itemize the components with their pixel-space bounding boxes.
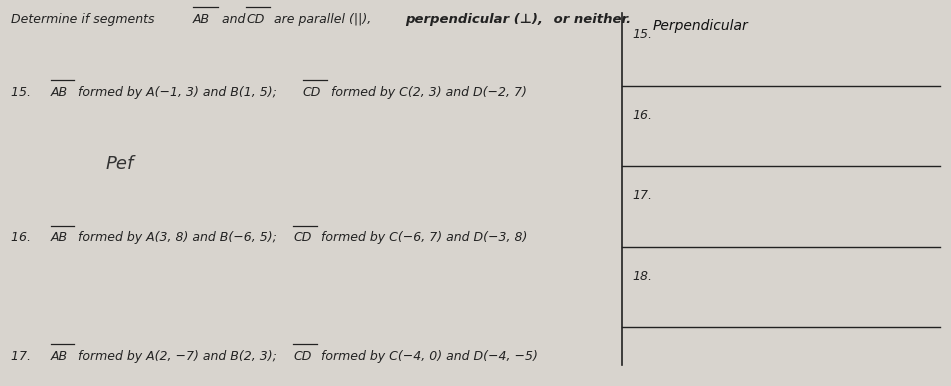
Text: or neither.: or neither. [550, 13, 631, 26]
Text: formed by A(3, 8) and B(−6, 5);: formed by A(3, 8) and B(−6, 5); [74, 231, 281, 244]
Text: Perpendicular: Perpendicular [652, 19, 748, 33]
Text: AB: AB [50, 231, 68, 244]
Text: 15.: 15. [10, 86, 35, 99]
Text: formed by A(−1, 3) and B(1, 5);: formed by A(−1, 3) and B(1, 5); [74, 86, 281, 99]
Text: 18.: 18. [632, 270, 652, 283]
Text: CD: CD [246, 13, 264, 26]
Text: CD: CD [294, 350, 312, 363]
Text: 16.: 16. [632, 109, 652, 122]
Text: AB: AB [50, 350, 68, 363]
Text: formed by C(2, 3) and D(−2, 7): formed by C(2, 3) and D(−2, 7) [326, 86, 527, 99]
Text: formed by C(−6, 7) and D(−3, 8): formed by C(−6, 7) and D(−3, 8) [317, 231, 528, 244]
Text: 15.: 15. [632, 28, 652, 41]
Text: are parallel (||),: are parallel (||), [270, 13, 375, 26]
Text: 17.: 17. [632, 189, 652, 202]
Text: formed by A(2, −7) and B(2, 3);: formed by A(2, −7) and B(2, 3); [74, 350, 281, 363]
Text: AB: AB [193, 13, 210, 26]
Text: perpendicular (⊥),: perpendicular (⊥), [405, 13, 543, 26]
Text: Determine if segments: Determine if segments [10, 13, 159, 26]
Text: formed by C(−4, 0) and D(−4, −5): formed by C(−4, 0) and D(−4, −5) [317, 350, 538, 363]
Text: CD: CD [303, 86, 321, 99]
Text: AB: AB [50, 86, 68, 99]
Text: and: and [218, 13, 249, 26]
Text: 16.: 16. [10, 231, 35, 244]
Text: 17.: 17. [10, 350, 35, 363]
Text: Pef: Pef [106, 155, 134, 173]
Text: CD: CD [294, 231, 312, 244]
